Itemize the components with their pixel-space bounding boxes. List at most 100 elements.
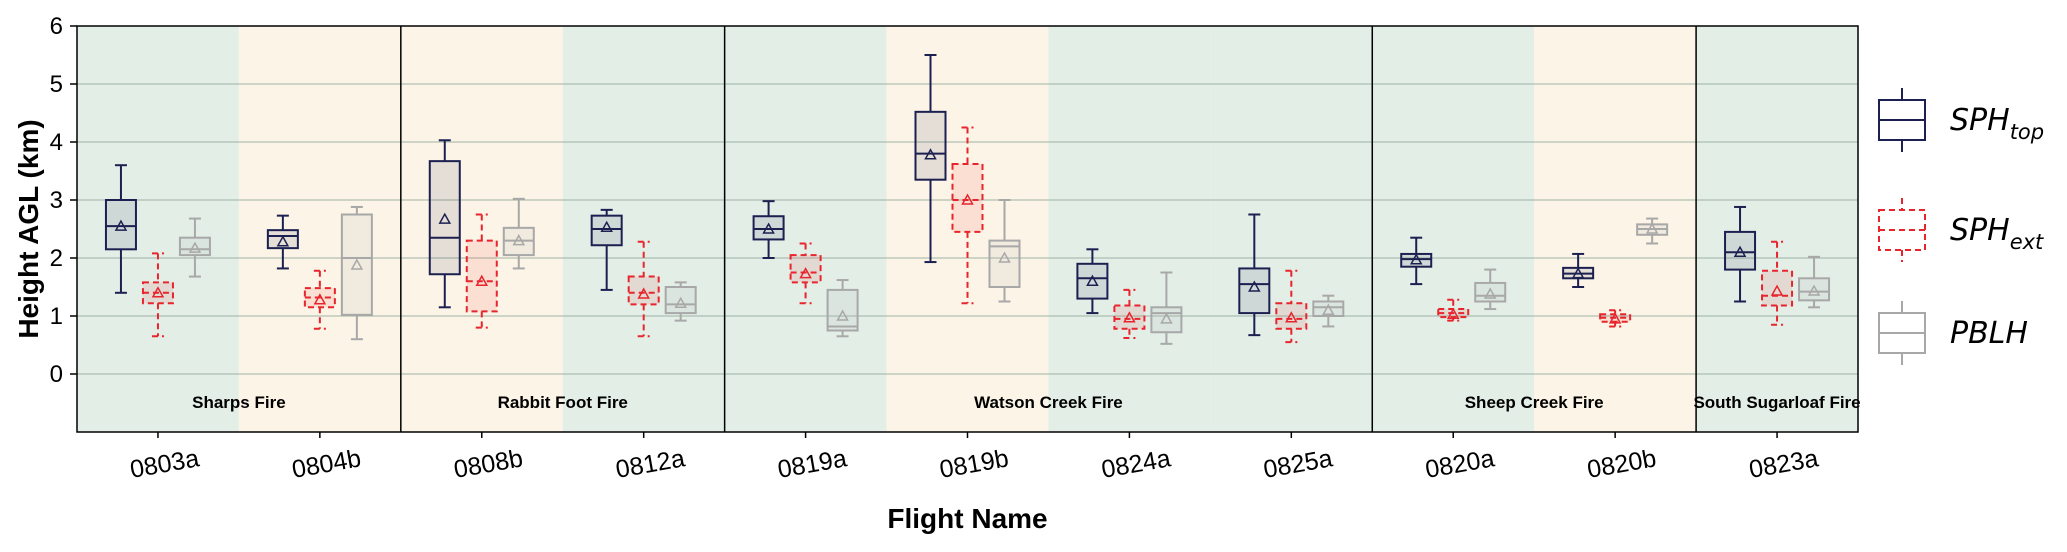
- box-iqr: [428, 160, 461, 276]
- legend-label: SPHtop: [1950, 103, 2044, 144]
- mean-marker: [1807, 284, 1821, 296]
- box-SPHtop-0812a: [590, 208, 623, 291]
- mean-marker: [475, 274, 489, 286]
- band-0825a: [1210, 26, 1373, 432]
- mean-marker: [762, 222, 775, 234]
- y-axis-ticks: 0 1 2 3 4 5 6: [50, 13, 77, 388]
- box-iqr: [1798, 277, 1831, 302]
- mean-marker: [1160, 312, 1173, 324]
- y-tick-label: 6: [50, 13, 63, 40]
- y-tick-label: 2: [50, 245, 63, 272]
- mean-marker: [637, 287, 650, 299]
- box-iqr: [1275, 302, 1308, 330]
- mean-marker: [961, 193, 974, 205]
- box-iqr: [752, 215, 785, 241]
- mean-marker: [1446, 307, 1460, 320]
- box-PBLH-0823a: [1798, 255, 1831, 309]
- box-iqr: [627, 275, 660, 306]
- x-tick-label: 0808b: [452, 444, 525, 484]
- x-tick-label: 0804b: [290, 444, 363, 484]
- box-SPHtop-0823a: [1724, 205, 1757, 303]
- box-SPHext-0820a: [1437, 298, 1470, 322]
- box-PBLH-0812a: [664, 281, 697, 322]
- mean-marker: [600, 220, 613, 233]
- legend: SPHtop SPHext PBLH: [1878, 88, 2044, 365]
- box-iqr: [951, 163, 984, 233]
- category-shading-bands: [77, 26, 1858, 432]
- mean-marker: [674, 296, 687, 308]
- box-SPHext-0825a: [1275, 269, 1308, 344]
- box-SPHext-0819b: [951, 126, 984, 305]
- box-SPHext-0820b: [1599, 309, 1632, 328]
- band-0804b: [238, 26, 401, 432]
- fire-label: South Sugarloaf Fire: [1693, 393, 1860, 412]
- box-PBLH-0824a: [1150, 271, 1183, 345]
- mean-marker: [512, 234, 526, 246]
- x-tick-label: 0820a: [1423, 444, 1496, 484]
- band-0820a: [1372, 26, 1535, 432]
- band-0819a: [724, 26, 887, 432]
- box-iqr: [1076, 262, 1109, 300]
- mean-marker: [151, 286, 165, 298]
- box-iqr: [1724, 230, 1757, 271]
- mean-marker: [1248, 280, 1261, 292]
- y-tick-label: 3: [50, 187, 63, 214]
- mean-marker: [998, 251, 1011, 263]
- mean-marker: [1123, 311, 1136, 323]
- box-PBLH-0820b: [1636, 217, 1669, 245]
- x-axis-ticks: 0803a 0804b 0808b 0812a 0819a 0819b 0824a 0825a…: [128, 432, 1820, 484]
- y-tick-label: 0: [50, 361, 63, 388]
- band-0812a: [562, 26, 725, 432]
- box-SPHext-0819a: [789, 242, 822, 305]
- box-iqr: [914, 110, 947, 181]
- box-iqr: [104, 199, 137, 251]
- band-0803a: [77, 26, 239, 432]
- mean-marker: [313, 293, 327, 305]
- box-PBLH-0820a: [1474, 268, 1507, 311]
- box-iqr: [1474, 281, 1507, 303]
- legend-item-SPHext: SPHext: [1878, 198, 2044, 262]
- box-SPHtop-0820b: [1562, 252, 1595, 288]
- mean-marker: [1483, 287, 1497, 299]
- mean-marker: [1645, 222, 1659, 234]
- fire-label: Rabbit Foot Fire: [498, 393, 628, 412]
- box-iqr: [1761, 269, 1794, 307]
- mean-marker: [1733, 245, 1747, 257]
- box-iqr: [266, 229, 299, 250]
- box-iqr: [340, 213, 373, 316]
- band-0820b: [1534, 26, 1697, 432]
- x-tick-label: 0812a: [614, 444, 687, 484]
- y-tick-label: 5: [50, 71, 63, 98]
- legend-item-PBLH: PBLH: [1878, 301, 2028, 365]
- box-SPHtop-0824a: [1076, 248, 1109, 315]
- mean-marker: [1086, 274, 1099, 286]
- box-SPHtop-0825a: [1238, 213, 1271, 337]
- box-SPHext-0808b: [465, 213, 498, 329]
- y-tick-label: 4: [50, 129, 63, 156]
- box-SPHtop-0819b: [914, 54, 947, 264]
- box-iqr: [590, 214, 623, 247]
- series-SPHtop: [104, 54, 1757, 337]
- x-tick-label: 0820b: [1585, 444, 1658, 484]
- box-SPHext-0804b: [303, 269, 336, 330]
- box-iqr: [1312, 300, 1345, 317]
- x-tick-label: 0823a: [1747, 444, 1820, 484]
- box-SPHext-0812a: [627, 240, 660, 338]
- mean-marker: [924, 148, 937, 160]
- x-tick-label: 0824a: [1099, 444, 1172, 484]
- mean-marker: [1322, 303, 1335, 315]
- box-SPHtop-0803a: [104, 164, 137, 294]
- box-SPHtop-0804b: [266, 214, 299, 270]
- x-tick-label: 0825a: [1261, 444, 1334, 484]
- legend-label: PBLH: [1950, 316, 2028, 351]
- box-PBLH-0804b: [340, 205, 373, 341]
- box-PBLH-0819b: [988, 199, 1021, 303]
- box-SPHext-0803a: [141, 252, 174, 338]
- box-iqr: [988, 239, 1021, 289]
- mean-marker: [114, 219, 128, 231]
- box-iqr: [178, 236, 211, 257]
- mean-marker: [1608, 312, 1622, 324]
- x-axis-title: Flight Name: [887, 503, 1047, 534]
- box-SPHext-0823a: [1761, 240, 1794, 326]
